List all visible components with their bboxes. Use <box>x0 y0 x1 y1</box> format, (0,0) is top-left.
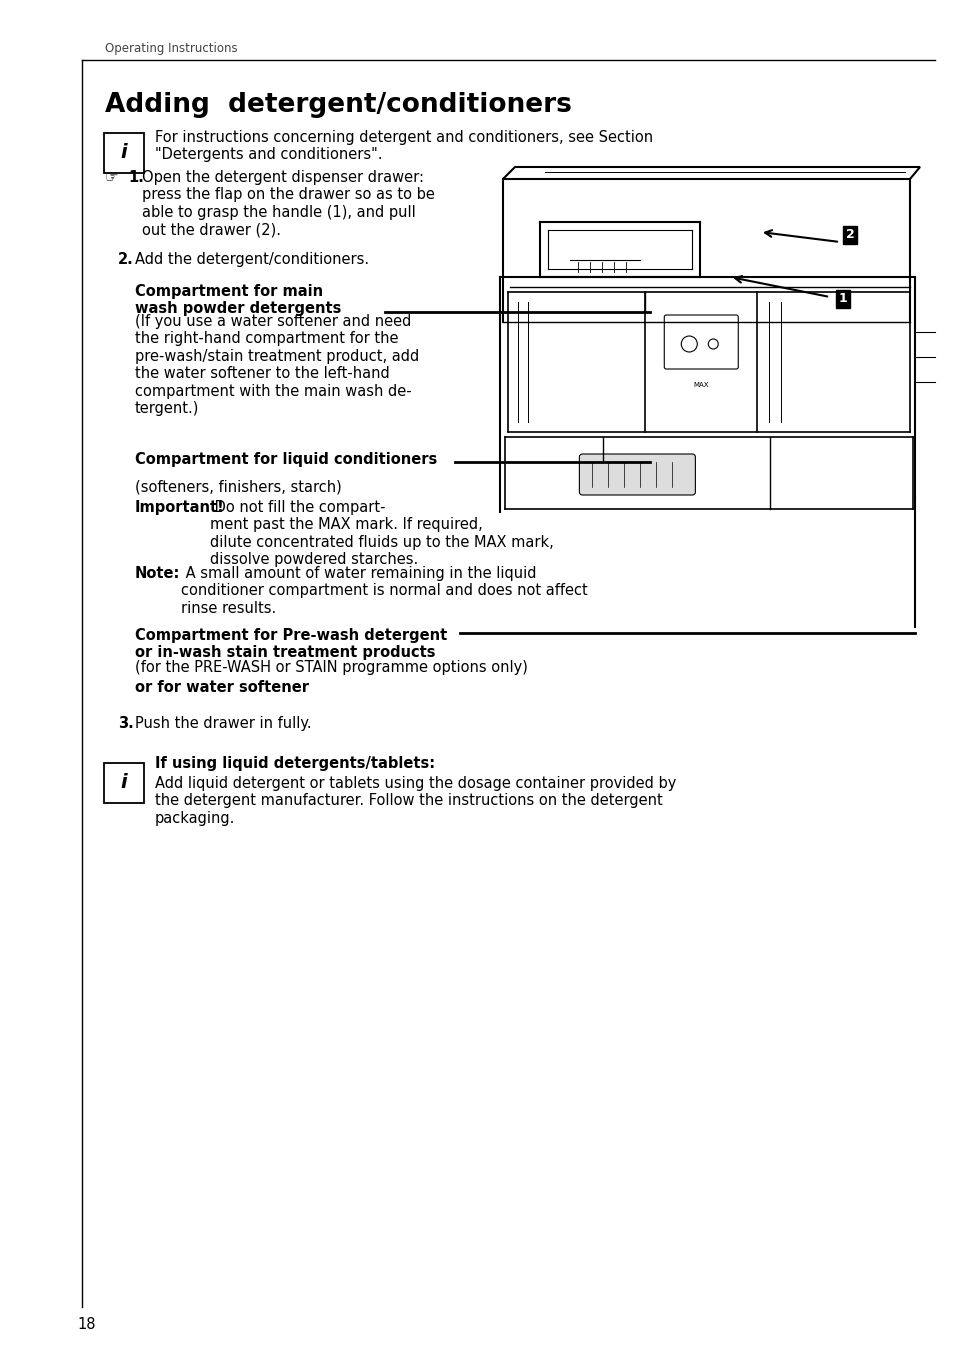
Text: 2: 2 <box>844 228 854 242</box>
Text: MAX: MAX <box>693 383 708 388</box>
Text: Add liquid detergent or tablets using the dosage container provided by
the deter: Add liquid detergent or tablets using th… <box>154 776 676 826</box>
Text: (softeners, finishers, starch): (softeners, finishers, starch) <box>135 480 341 495</box>
Text: Do not fill the compart-
ment past the MAX mark. If required,
dilute concentrate: Do not fill the compart- ment past the M… <box>210 500 553 568</box>
Text: Operating Instructions: Operating Instructions <box>105 42 237 55</box>
FancyBboxPatch shape <box>663 315 738 369</box>
FancyBboxPatch shape <box>104 763 144 803</box>
Text: 1.: 1. <box>128 170 144 185</box>
Text: 3.: 3. <box>118 717 133 731</box>
Text: or for water softener: or for water softener <box>135 680 309 695</box>
Text: Compartment for Pre-wash detergent
or in-wash stain treatment products: Compartment for Pre-wash detergent or in… <box>135 627 447 660</box>
Text: i: i <box>121 143 127 162</box>
Text: ☞: ☞ <box>105 170 118 185</box>
Text: Add the detergent/conditioners.: Add the detergent/conditioners. <box>135 251 369 266</box>
Text: Push the drawer in fully.: Push the drawer in fully. <box>135 717 312 731</box>
Text: 1: 1 <box>838 292 846 306</box>
Text: If using liquid detergents/tablets:: If using liquid detergents/tablets: <box>154 756 435 771</box>
Text: Compartment for liquid conditioners: Compartment for liquid conditioners <box>135 452 436 466</box>
FancyBboxPatch shape <box>578 454 695 495</box>
Text: Open the detergent dispenser drawer:
press the flap on the drawer so as to be
ab: Open the detergent dispenser drawer: pre… <box>142 170 435 237</box>
Text: (for the PRE-WASH or STAIN programme options only): (for the PRE-WASH or STAIN programme opt… <box>135 660 527 675</box>
Text: 18: 18 <box>77 1317 95 1332</box>
Text: 2.: 2. <box>118 251 133 266</box>
Text: (If you use a water softener and need
the right-hand compartment for the
pre-was: (If you use a water softener and need th… <box>135 314 418 416</box>
Text: Important!: Important! <box>135 500 225 515</box>
Text: i: i <box>121 773 127 792</box>
Text: Compartment for main
wash powder detergents: Compartment for main wash powder deterge… <box>135 284 341 316</box>
Polygon shape <box>502 168 919 178</box>
Text: Note:: Note: <box>135 566 180 581</box>
Text: For instructions concerning detergent and conditioners, see Section
"Detergents : For instructions concerning detergent an… <box>154 130 653 162</box>
FancyBboxPatch shape <box>104 132 144 173</box>
Text: A small amount of water remaining in the liquid
conditioner compartment is norma: A small amount of water remaining in the… <box>181 566 587 615</box>
Text: Adding  detergent/conditioners: Adding detergent/conditioners <box>105 92 571 118</box>
